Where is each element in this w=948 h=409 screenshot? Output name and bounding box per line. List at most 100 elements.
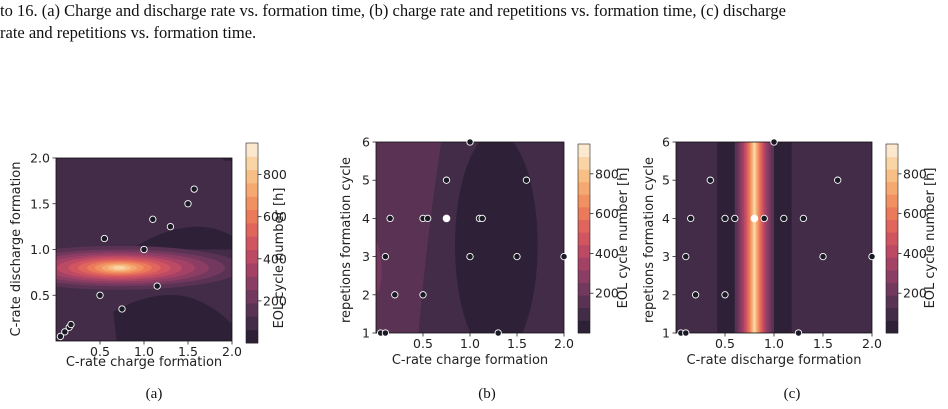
colorbar-segment [578,181,590,195]
data-point [424,214,432,223]
colorbar-segment [886,194,898,208]
colorbar-segment [246,329,258,344]
colorbar-segment [246,236,258,251]
y-axis-label-c: repetions formation cycle [642,157,657,323]
colorbar-segment [246,183,258,197]
x-tick-label: 2.0 [862,336,882,351]
data-point [100,234,109,243]
data-point [391,291,399,299]
x-axis-label-a: C-rate charge formation [66,355,222,370]
colorbar-segment [886,244,898,258]
y-tick-label: 1 [362,326,370,341]
data-point [67,320,75,329]
y-axis-label-b: repetions formation cycle [339,157,354,323]
data-point [513,252,521,261]
highlight-point [442,214,451,223]
points-b [377,138,568,337]
colorbar-segment [246,316,258,331]
y-ticks-a: 0.5 1.0 1.5 2.0 [30,151,56,303]
x-tick-label: 2.0 [554,336,574,351]
colorbar-tick-label: 800 [263,167,287,182]
contour-level [113,265,126,270]
colorbar-segment [578,270,590,283]
caption-line-2: rate and repetitions vs. formation time. [0,23,257,42]
sublabel-a: (a) [145,386,163,402]
colorbar-segment [886,295,898,309]
x-tick-label: 1.5 [178,344,198,359]
sublabel-b: (b) [478,386,496,402]
colorbar-segment [578,257,590,271]
colorbar-c [885,143,899,334]
colorbar-segment [578,156,590,170]
colorbar-segment [578,295,590,309]
colorbar-segment [578,169,590,183]
data-point [381,329,390,337]
data-point [478,214,486,223]
colorbar-tick-label: 400 [903,246,927,261]
contour-fill-b [376,142,564,333]
colorbar-segment [886,219,898,233]
colorbar-segment [246,169,258,184]
data-point [522,176,531,184]
x-tick-label: 0.5 [413,336,433,351]
data-point [466,252,474,261]
data-point [466,138,474,146]
sublabel-c: (c) [783,386,801,402]
y-tick-label: 5 [662,173,670,188]
data-point [140,245,148,254]
colorbar-segment [886,207,898,220]
chart-b: 0.5 1.0 1.5 2.0 1 2 3 4 5 6 C-rate charge format… [339,135,631,369]
data-point [56,332,65,341]
colorbar-segment [886,320,898,334]
y-tick-label: 1.0 [30,242,50,257]
data-point [731,214,739,223]
points-a [56,185,198,341]
data-point [794,329,803,337]
colorbar-segment [246,276,258,291]
x-ticks-a: 0.5 1.0 1.5 2.0 [90,341,242,359]
data-point [96,291,104,299]
data-point [560,252,568,261]
contour-level [454,142,538,333]
colorbar-segment [886,169,898,183]
highlight-point [750,214,759,223]
colorbar-tick-label: 600 [595,206,619,221]
y-tick-label: 3 [362,249,370,264]
contour-level [113,294,232,341]
colorbar-tick-label: 200 [595,286,619,301]
x-ticks-b: 0.5 1.0 1.5 2.0 [413,333,574,351]
y-tick-label: 4 [662,211,670,226]
colorbar-segment [246,223,258,237]
x-tick-label: 1.5 [813,336,833,351]
data-point [153,282,161,290]
colorbar-tick-label: 800 [595,166,619,181]
colorbar-tick-label: 400 [263,251,287,266]
colorbar-b [577,143,591,334]
data-point [494,329,502,337]
y-tick-label: 6 [362,135,370,150]
y-tick-label: 4 [362,211,370,226]
colorbar-a [245,142,259,344]
data-point [721,214,729,223]
colorbar-segment [578,232,590,246]
data-point [682,329,690,337]
x-tick-label: 1.0 [460,336,480,351]
figure-caption: to 16. (a) Charge and discharge rate vs.… [0,0,948,44]
data-point [118,305,126,313]
colorbar-frame [245,142,259,344]
colorbar-segment [886,282,898,296]
colorbar-segment [246,196,258,211]
data-point [442,176,451,184]
data-point [687,214,695,223]
colorbar-segment [246,303,258,317]
contour-level [376,239,382,291]
colorbar-segment [886,232,898,246]
colorbar-ticks-c: 200 400 600 800 [898,166,927,301]
y-ticks-c: 1 2 3 4 5 6 [662,135,676,341]
y-tick-label: 6 [662,135,670,150]
y-tick-label: 1 [662,326,670,341]
data-point [706,176,714,184]
data-point [691,291,700,299]
data-point [834,176,842,184]
data-point [799,214,808,223]
